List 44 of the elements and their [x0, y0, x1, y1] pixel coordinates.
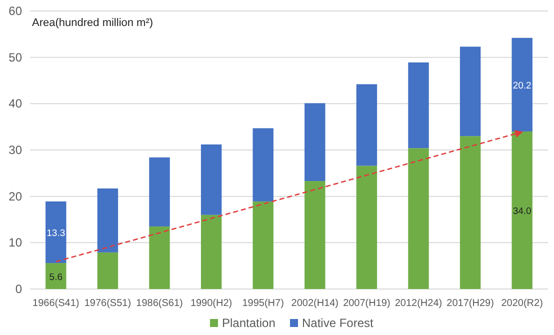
- bar: [512, 131, 532, 289]
- x-tick-label: 1976(S51): [84, 298, 132, 309]
- bar: [200, 144, 222, 215]
- bar: [252, 201, 274, 289]
- bar: [97, 188, 118, 252]
- y-axis-title: Area(hundred million m²): [32, 17, 154, 29]
- x-tick-label: 2017(H29): [446, 298, 494, 309]
- bar: [200, 214, 222, 289]
- bar: [304, 181, 326, 289]
- y-tick-label: 20: [8, 189, 22, 204]
- y-tick-label: 50: [8, 50, 22, 64]
- bar: [408, 62, 429, 148]
- bar: [356, 166, 378, 289]
- legend-label: Plantation: [222, 316, 276, 330]
- y-tick-label: 30: [8, 143, 22, 157]
- x-tick-label: 1986(S61): [136, 298, 183, 309]
- legend-label: Native Forest: [302, 316, 374, 330]
- bar: [97, 252, 118, 289]
- bar: [460, 46, 481, 136]
- bar: [460, 136, 481, 289]
- y-tick-label: 40: [8, 96, 22, 111]
- data-label: 34.0: [512, 206, 532, 218]
- x-tick-label: 2007(H19): [343, 298, 390, 309]
- bar: [46, 201, 66, 264]
- x-tick-label: 1966(S41): [32, 298, 80, 309]
- y-tick-label: 60: [8, 4, 22, 18]
- x-tick-label: 1990(H2): [190, 298, 232, 309]
- bar: [356, 84, 378, 166]
- x-tick-label: 1995(H7): [242, 298, 284, 309]
- bar: [512, 38, 532, 132]
- y-tick-label: 0: [15, 282, 22, 296]
- data-label: 5.6: [49, 272, 63, 284]
- y-tick-label: 10: [8, 236, 22, 250]
- x-tick-label: 2002(H14): [291, 298, 339, 309]
- bar: [149, 226, 170, 289]
- x-tick-label: 2020(R2): [501, 298, 543, 309]
- bar: [252, 128, 274, 202]
- bar: [304, 103, 326, 182]
- bar: [46, 263, 66, 289]
- data-label: 20.2: [512, 80, 532, 92]
- data-label: 13.3: [46, 228, 66, 240]
- bar: [408, 148, 429, 289]
- bar: [149, 157, 170, 226]
- x-tick-label: 2012(H24): [394, 298, 442, 309]
